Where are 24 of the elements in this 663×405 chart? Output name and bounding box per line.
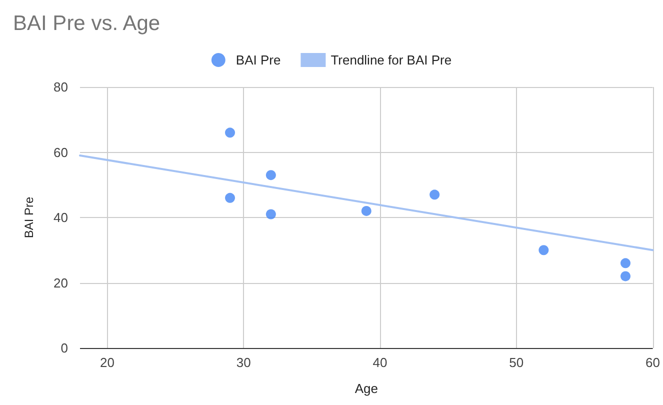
point [620,258,630,268]
point [266,170,276,180]
y-tick-label: 20 [54,275,68,290]
chart-title: BAI Pre vs. Age [13,12,160,35]
x-tick-label: 20 [100,355,115,370]
point [266,209,276,220]
y-axis-title: BAI Pre [22,196,36,238]
x-tick-label: 60 [646,355,660,370]
y-tick-label: 60 [54,144,68,160]
x-tick-label: 50 [509,355,524,370]
point [538,245,549,256]
point [361,206,372,216]
x-axis-title: Age [354,381,378,396]
legend-label: Trendline for BAI Pre [330,52,452,68]
legend-label: BAI Pre [236,52,281,68]
point [620,271,630,282]
y-tick-label: 0 [60,340,68,356]
x-tick-label: 30 [236,355,251,370]
point [430,190,440,200]
y-tick-label: 80 [54,80,68,94]
x-tick-label: 40 [372,355,388,370]
point [225,128,236,138]
y-tick-label: 40 [54,210,68,225]
point [225,192,236,203]
